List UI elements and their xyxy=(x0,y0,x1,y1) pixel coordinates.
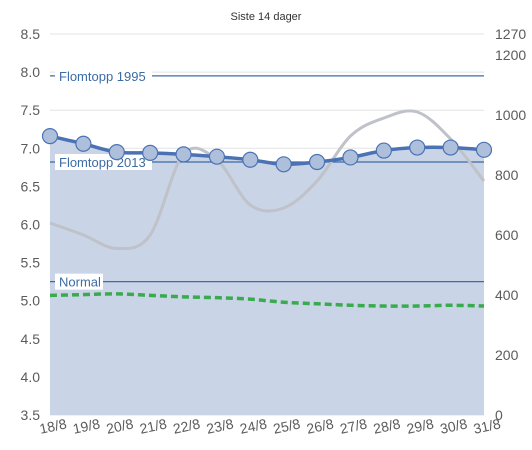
water-level-point xyxy=(342,149,359,166)
y-left-tick-label: 6.5 xyxy=(21,178,41,194)
water-level-point xyxy=(108,144,125,161)
water-level-point xyxy=(409,139,426,156)
y-left-tick-label: 6.0 xyxy=(21,217,41,233)
y-left-tick-label: 8.5 xyxy=(21,26,41,42)
y-right-tick-label: 200 xyxy=(495,347,519,363)
x-tick-label: 28/8 xyxy=(372,415,402,436)
reference-line-label: Flomtopp 2013 xyxy=(59,155,146,170)
x-tick-label: 26/8 xyxy=(305,415,335,436)
x-tick-label: 30/8 xyxy=(439,415,469,436)
y-right-tick-label: 1200 xyxy=(495,47,526,63)
x-tick-label: 29/8 xyxy=(405,415,435,436)
water-level-point xyxy=(442,139,459,156)
x-tick-label: 31/8 xyxy=(472,415,502,436)
water-level-point xyxy=(475,141,493,158)
x-tick-label: 25/8 xyxy=(272,415,302,436)
y-right-tick-label: 1000 xyxy=(495,107,526,123)
x-tick-label: 27/8 xyxy=(338,415,368,436)
water-level-point xyxy=(308,153,326,171)
x-axis: 18/8 19/8 20/8 21/8 22/8 23/8 24/8 25/8 26/8 27/8… xyxy=(38,415,502,436)
discharge-line xyxy=(49,109,486,251)
water-level-point xyxy=(208,148,226,165)
y-left-tick-label: 5.5 xyxy=(21,255,41,271)
chart-title: Siste 14 dager xyxy=(231,11,302,23)
x-tick-label: 18/8 xyxy=(38,415,68,436)
series-markers xyxy=(41,128,493,173)
level-area-fill xyxy=(50,136,484,415)
y-left-tick-label: 7.5 xyxy=(21,102,41,118)
x-tick-label: 21/8 xyxy=(138,415,168,436)
x-tick-label: 24/8 xyxy=(238,415,268,436)
water-level-point xyxy=(142,144,159,161)
y-left-tick-label: 5.0 xyxy=(21,293,41,309)
water-level-point xyxy=(175,146,192,163)
x-tick-label: 19/8 xyxy=(71,415,101,436)
x-tick-label: 20/8 xyxy=(105,415,135,436)
y-left-tick-label: 8.0 xyxy=(21,64,41,80)
y-axis-right: 0 200 400 600 800 1000 1200 1270 xyxy=(495,26,526,423)
y-right-tick-label: 600 xyxy=(495,227,519,243)
reference-line-label: Normal xyxy=(59,275,101,290)
y-left-tick-label: 7.0 xyxy=(21,140,41,156)
x-tick-label: 22/8 xyxy=(172,415,202,436)
reference-label-bg xyxy=(55,154,152,171)
y-right-tick-label: 800 xyxy=(495,167,519,183)
y-right-tick-label: 0 xyxy=(495,407,503,423)
reference-label-bg xyxy=(55,67,152,84)
x-tick-label: 23/8 xyxy=(205,415,235,436)
reference-lines: Flomtopp 1995 Flomtopp 2013 Normal xyxy=(50,67,484,290)
y-axis-left: 3.5 4.0 4.5 5.0 5.5 6.0 6.5 7.0 7.5 8.0 8.5 xyxy=(21,26,41,423)
water-level-point xyxy=(275,156,292,173)
area-layer xyxy=(50,136,484,415)
y-left-tick-label: 3.5 xyxy=(21,407,41,423)
normal-level-line xyxy=(49,292,485,308)
water-level-point xyxy=(375,142,392,159)
reference-label-bg xyxy=(55,273,103,290)
y-left-tick-label: 4.0 xyxy=(21,369,41,385)
reference-line-label: Flomtopp 1995 xyxy=(59,69,146,84)
y-right-tick-label: 1270 xyxy=(495,26,526,42)
water-level-point xyxy=(41,128,59,145)
water-level-point xyxy=(242,151,259,168)
water-level-point xyxy=(75,135,92,152)
y-left-tick-label: 4.5 xyxy=(21,331,41,347)
y-right-tick-label: 400 xyxy=(495,287,519,303)
